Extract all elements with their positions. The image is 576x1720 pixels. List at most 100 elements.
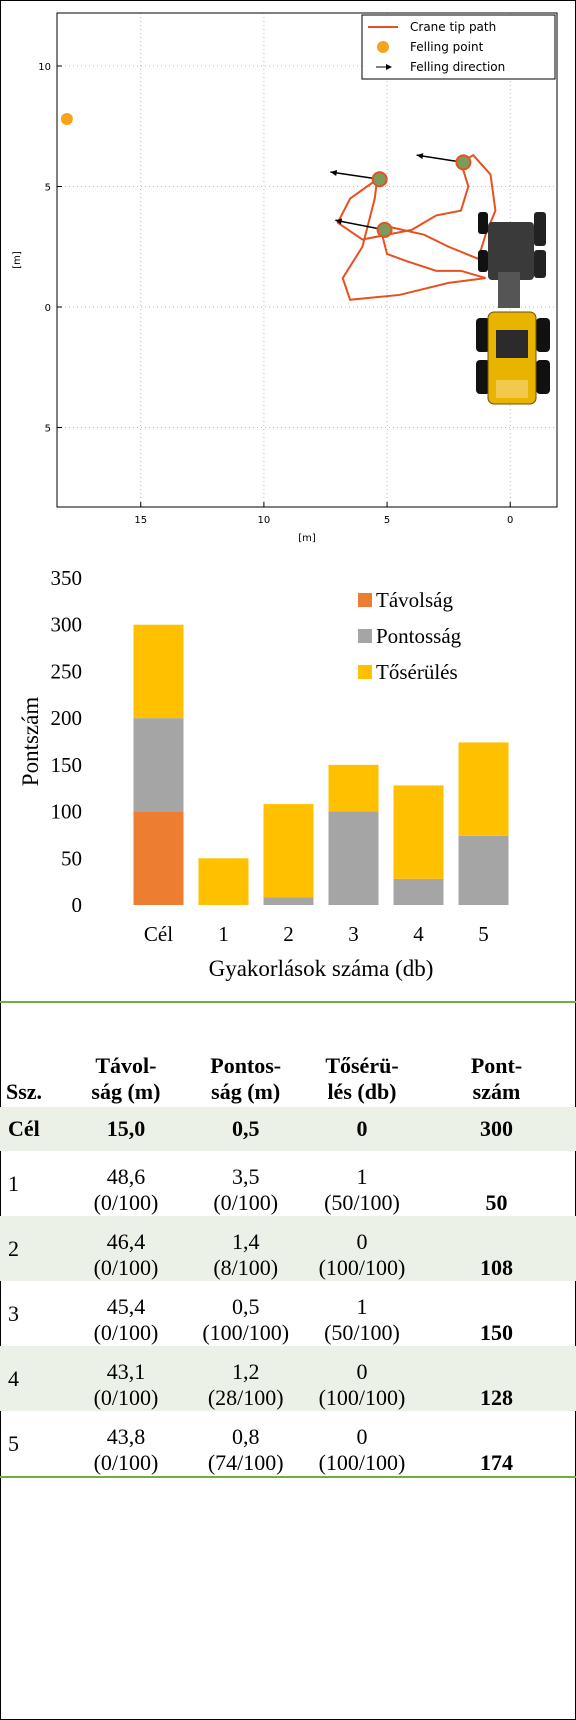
legend-label: Távolság <box>376 588 453 612</box>
y-tick-label: 300 <box>51 613 83 637</box>
forwarder-icon <box>476 212 550 405</box>
y-tick-label: 0 <box>45 303 51 314</box>
arrow-head <box>335 218 343 225</box>
felling-arrow <box>335 219 385 231</box>
legend-label: Felling point <box>410 40 484 54</box>
legend-label: Felling direction <box>410 60 505 74</box>
score-chart: 0 50 100 150 200 250 300 350 Pontszám Gyakorlások… <box>18 566 509 981</box>
table-cell: 1,2 (28/100) <box>184 1346 307 1411</box>
table-cell: 0,5 <box>184 1107 307 1151</box>
header-cell: Pontos- ság (m) <box>210 1053 282 1104</box>
table-cell: 0 (100/100) <box>307 1216 417 1281</box>
bar-segment <box>393 878 444 905</box>
table-cell: 300 <box>416 1107 576 1151</box>
legend-label: Tősérülés <box>376 660 458 684</box>
bar-segment <box>198 858 249 905</box>
legend-box <box>361 14 556 80</box>
legend-dot <box>377 41 389 53</box>
tree-marker <box>376 221 393 238</box>
y-tick-label: 250 <box>51 659 83 683</box>
tree-marker <box>371 171 388 188</box>
y-tick-label: 100 <box>51 800 83 824</box>
table-row: 4 43,1 (0/100) 1,2 (28/100) 0 (100/100) 128 <box>0 1346 576 1411</box>
header-cell: Ssz. <box>6 1079 43 1104</box>
table-cell: 0,5 (100/100) <box>202 1294 290 1345</box>
table-cell: 43,1 (0/100) <box>67 1346 185 1411</box>
header-cell: Távol- ság (m) <box>91 1053 161 1104</box>
x-tick-label: 4 <box>413 922 424 946</box>
table-cell: 1 <box>8 1170 19 1196</box>
table-cell: 50 <box>485 1190 508 1215</box>
table-cell: 46,4 (0/100) <box>67 1216 185 1281</box>
x-tick-label: 2 <box>283 922 294 946</box>
table-cell: 3 <box>8 1300 19 1326</box>
y-tick-label: 0 <box>72 893 83 917</box>
table-cell: 0 <box>307 1107 417 1151</box>
table-cell: Cél <box>0 1107 68 1151</box>
arrow-head <box>416 153 424 160</box>
bar-segment <box>328 764 379 812</box>
bar-segment <box>393 785 444 879</box>
legend-arrow-head <box>386 64 392 70</box>
table-cell: 45,4 (0/100) <box>93 1294 159 1345</box>
table-row: 2 46,4 (0/100) 1,4 (8/100) 0 (100/100) 108 <box>0 1216 576 1281</box>
table-row: 5 43,8 (0/100) 0,8 (74/100) 0 (100/100) 174 <box>0 1411 576 1476</box>
x-tick-label: 5 <box>384 515 390 526</box>
header-cell: Pont- szám <box>470 1053 523 1104</box>
table-cell: 43,8 (0/100) <box>93 1424 159 1475</box>
table-row: Cél 15,0 0,5 0 300 <box>0 1107 576 1151</box>
x-tick-label: 1 <box>218 922 229 946</box>
legend-swatch <box>358 593 372 607</box>
legend-swatch <box>358 629 372 643</box>
table-cell: 3,5 (0/100) <box>213 1164 279 1215</box>
plot-area <box>56 12 558 508</box>
bar-segment <box>263 897 314 905</box>
y-tick-label: 200 <box>51 706 83 730</box>
felling-arrow <box>330 171 380 181</box>
x-tick-label: 3 <box>348 922 359 946</box>
legend-swatch <box>358 665 372 679</box>
y-tick-label: 350 <box>51 566 83 590</box>
legend-label: Crane tip path <box>410 20 496 34</box>
table-cell: 0 (100/100) <box>318 1424 406 1475</box>
header-row: Ssz. Távol- ság (m) Pontos- ság (m) Tősérü-… <box>0 1002 576 1107</box>
header-cell: Tősérü- lés (db) <box>325 1053 399 1104</box>
legend-label: Pontosság <box>376 624 462 648</box>
table-cell: 150 <box>479 1320 513 1345</box>
table-cell: 15,0 <box>67 1107 185 1151</box>
table-cell: 108 <box>416 1216 576 1281</box>
x-tick-label: Cél <box>144 922 173 946</box>
table-row: 3 45,4 (0/100) 0,5 (100/100) 1 (50/100) 150 <box>0 1281 576 1346</box>
arrow-head <box>330 169 338 176</box>
table-cell: 2 <box>0 1216 68 1281</box>
table-cell: 128 <box>416 1346 576 1411</box>
x-tick-label: 0 <box>507 515 513 526</box>
table-cell: 5 <box>8 1430 19 1456</box>
bar-segment <box>133 811 184 905</box>
bar-segment <box>458 835 509 905</box>
x-tick-label: 10 <box>258 515 271 526</box>
table-cell: 0,8 (74/100) <box>207 1424 284 1475</box>
tree-marker <box>455 154 472 171</box>
y-axis-label: [m] <box>12 251 23 269</box>
y-axis-label: Pontszám <box>18 697 43 787</box>
felling-point <box>60 113 73 126</box>
y-tick-label: 10 <box>38 62 51 73</box>
table-cell: 1 (50/100) <box>324 1164 400 1215</box>
x-tick-label: 15 <box>134 515 147 526</box>
y-tick-label: 150 <box>51 753 83 777</box>
table-cell: 1,4 (8/100) <box>184 1216 307 1281</box>
x-axis-label: [m] <box>298 533 316 544</box>
y-tick-label: 5 <box>45 183 51 194</box>
table-cell: 48,6 (0/100) <box>93 1164 159 1215</box>
y-tick-label: 5 <box>45 423 51 434</box>
bar-segment <box>458 742 509 836</box>
y-tick-label: 50 <box>61 846 82 870</box>
x-axis-label: Gyakorlások száma (db) <box>209 956 434 981</box>
table-cell: 4 <box>0 1346 68 1411</box>
bar-segment <box>263 804 314 898</box>
bar-segment <box>133 624 184 719</box>
x-tick-label: 5 <box>478 922 489 946</box>
